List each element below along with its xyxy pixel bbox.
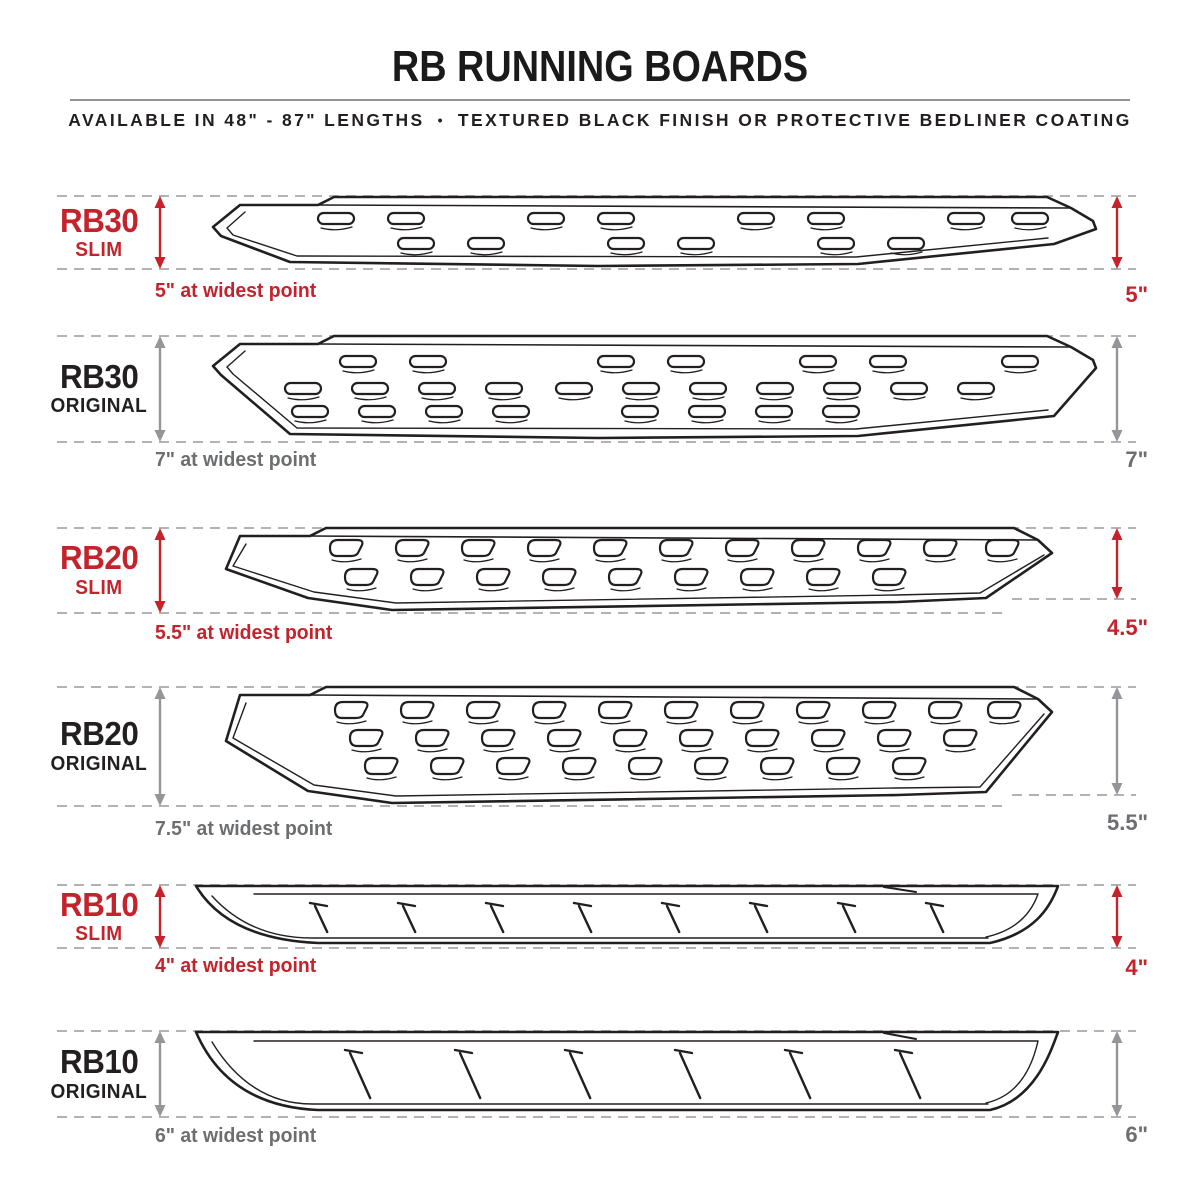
height-dimension: 6" [1125,1122,1148,1147]
variant-name: SLIM [75,576,123,599]
page-title: RB RUNNING BOARDS [0,42,1200,92]
row-rb30-slim: RB30 SLIM 5" at widest point 5" [0,186,1200,310]
variant-name: SLIM [75,239,123,262]
row-rb10-original: RB10 ORIGINAL 6" at widest point 6" [0,1020,1200,1165]
subtitle-finish: TEXTURED BLACK FINISH OR PROTECTIVE BEDL… [457,110,1132,130]
product-label: RB30 SLIM [38,196,160,269]
board-drawing-rb20-original [57,685,1136,807]
title-divider [70,99,1130,101]
height-dimension: 4" [1125,955,1148,980]
board-drawing-rb10-original [57,1030,1136,1118]
width-caption: 6" at widest point [155,1125,317,1147]
row-rb10-slim: RB10 SLIM 4" at widest point 4" [0,875,1200,995]
row-rb20-original: RB20 ORIGINAL 7.5" at widest point 5.5" [0,675,1200,855]
board-drawing-rb30-original [57,334,1136,443]
board-drawing-rb30-slim [57,195,1136,270]
model-name: RB30 [59,357,139,395]
page-title-text: RB RUNNING BOARDS [391,42,809,91]
width-caption: 5" at widest point [155,280,317,302]
model-name: RB20 [59,715,139,753]
width-caption: 5.5" at widest point [155,622,333,644]
board-drawing-rb20-slim [57,526,1136,614]
row-rb30-original: RB30 ORIGINAL 7" at widest point 7" [0,325,1200,480]
model-name: RB10 [59,1043,139,1081]
variant-name: SLIM [75,923,123,946]
product-label: RB20 SLIM [38,527,160,613]
height-dimension: 5.5" [1106,810,1148,835]
width-caption: 7" at widest point [155,449,317,471]
subtitle-lengths: AVAILABLE IN 48" - 87" LENGTHS [68,110,425,130]
bullet-separator-icon: • [437,112,445,128]
variant-name: ORIGINAL [50,1080,148,1103]
variant-name: ORIGINAL [50,395,148,418]
width-caption: 4" at widest point [155,955,317,977]
model-name: RB30 [59,201,139,239]
row-rb20-slim: RB20 SLIM 5.5" at widest point 4.5" [0,517,1200,660]
product-label: RB10 ORIGINAL [38,1030,160,1118]
variant-name: ORIGINAL [50,752,148,775]
page-subtitle: AVAILABLE IN 48" - 87" LENGTHS • TEXTURED … [0,110,1200,131]
model-name: RB20 [59,539,139,577]
height-dimension: 4.5" [1106,615,1148,640]
model-name: RB10 [59,885,139,923]
product-label: RB20 ORIGINAL [38,686,160,806]
board-drawing-rb10-slim [57,884,1136,949]
width-caption: 7.5" at widest point [155,818,333,840]
product-label: RB10 SLIM [38,885,160,948]
product-label: RB30 ORIGINAL [38,335,160,442]
height-dimension: 5" [1125,282,1148,307]
height-dimension: 7" [1125,447,1148,472]
